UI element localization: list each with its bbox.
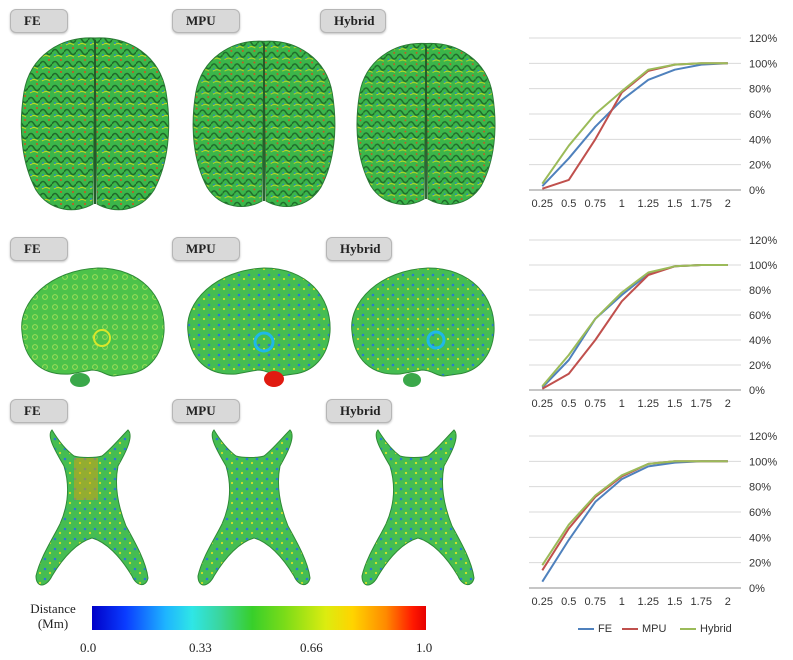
chart-brain-svg: 0% 20% 40% 60% 80% 100% 120% 0.25 0.5 0.75 1 1.25 1.…: [529, 33, 777, 210]
chart-ventricle-svg: 0% 20% 40% 60% 80% 100% 120% 0.25 0.5 0.75 1 1.25 1.…: [529, 431, 777, 608]
colorbar-tick-2: 0.66: [300, 640, 323, 655]
chart-brain-xtick-label: 2: [725, 198, 731, 210]
colorbar-tick-3: 1.0: [416, 640, 433, 655]
chart-brain-xtick-label: 1.5: [667, 198, 682, 210]
chart-skull-xtick-label: 1: [619, 398, 625, 410]
chart-skull-xtick-label: 1.75: [691, 398, 712, 410]
row2-label-hybrid: Hybrid: [326, 237, 392, 261]
colorbar-title-line1: Distance: [30, 601, 76, 616]
chart-brain: 0% 20% 40% 60% 80% 100% 120% 0.25 0.5 0.75 1 1.25 1.…: [505, 26, 790, 216]
chart-ventricle-ytick-label: 20%: [749, 558, 771, 570]
chart-ventricle-xtick-label: 1: [619, 596, 625, 608]
chart-brain-ytick-label: 20%: [749, 160, 771, 172]
chart-ventricle-xtick-label: 1.75: [691, 596, 712, 608]
chart-ventricle-series-hybrid: [541, 460, 728, 566]
chart-ventricle-ytick-label: 80%: [749, 482, 771, 494]
chart-brain-ytick-label: 120%: [749, 33, 777, 45]
skull-render-fe: [21, 267, 165, 387]
chart-skull-xtick-label: 0.75: [585, 398, 606, 410]
chart-ventricle-ytick-label: 100%: [749, 456, 777, 468]
chart-skull-ytick-label: 40%: [749, 335, 771, 347]
colorbar-tick-0: 0.0: [80, 640, 97, 655]
chart-legend: FE MPU Hybrid: [578, 620, 748, 638]
chart-ventricle-xtick-label: 2: [725, 596, 731, 608]
legend-swatch-fe: [578, 628, 594, 630]
legend-swatch-hybrid: [680, 628, 696, 630]
chart-skull-xtick-label: 0.5: [561, 398, 576, 410]
chart-ventricle-xtick-label: 0.75: [585, 596, 606, 608]
colorbar-title: Distance (Mm): [28, 601, 78, 631]
skull-render-mpu: [187, 267, 331, 387]
legend-item-hybrid: Hybrid: [680, 620, 744, 638]
legend-label-hybrid: Hybrid: [700, 623, 732, 635]
chart-brain-series-mpu: [541, 62, 728, 190]
row3-label-fe: FE: [10, 399, 68, 423]
brain-render-hybrid: [356, 43, 496, 205]
row2-label-fe: FE: [10, 237, 68, 261]
ventricle-render-hybrid: [361, 429, 475, 586]
chart-skull-ytick-label: 60%: [749, 310, 771, 322]
row3-label-mpu: MPU: [172, 399, 240, 423]
chart-brain-ytick-label: 80%: [749, 84, 771, 96]
legend-swatch-mpu: [622, 628, 638, 630]
chart-brain-xtick-label: 0.5: [561, 198, 576, 210]
row1-label-fe: FE: [10, 9, 68, 33]
chart-skull-xtick-label: 0.25: [532, 398, 553, 410]
legend-item-fe: FE: [578, 620, 618, 638]
distance-colorbar: [92, 606, 426, 630]
chart-ventricle-ytick-label: 120%: [749, 431, 777, 443]
chart-skull-ytick-label: 20%: [749, 360, 771, 372]
chart-ventricle-ytick-label: 0%: [749, 583, 765, 595]
chart-ventricle-xtick-label: 1.25: [638, 596, 659, 608]
legend-label-fe: FE: [598, 623, 613, 635]
chart-brain-series-fe: [541, 62, 728, 187]
legend-label-mpu: MPU: [642, 623, 667, 635]
chart-brain-ytick-label: 60%: [749, 109, 771, 121]
chart-ventricle-xtick-label: 0.25: [532, 596, 553, 608]
chart-ventricle-series-mpu: [541, 460, 728, 571]
brain-render-mpu: [192, 40, 336, 207]
brain-render-fe: [20, 37, 170, 211]
chart-skull-ytick-label: 80%: [749, 285, 771, 297]
ventricle-render-fe: [35, 429, 149, 586]
chart-skull-xtick-label: 2: [725, 398, 731, 410]
skull-render-hybrid: [351, 267, 495, 387]
chart-brain-xtick-label: 0.25: [532, 198, 553, 210]
chart-ventricle-xtick-label: 1.5: [667, 596, 682, 608]
ventricle-render-mpu: [197, 429, 311, 586]
chart-brain-series-hybrid: [541, 62, 728, 185]
chart-brain-xtick-label: 1.75: [691, 198, 712, 210]
row1-label-hybrid: Hybrid: [320, 9, 386, 33]
chart-skull-ytick-label: 120%: [749, 235, 777, 247]
chart-ventricle-xtick-label: 0.5: [561, 596, 576, 608]
row1-label-mpu: MPU: [172, 9, 240, 33]
chart-brain-xtick-label: 0.75: [585, 198, 606, 210]
chart-brain-ytick-label: 0%: [749, 185, 765, 197]
chart-skull-series-hybrid: [541, 264, 728, 387]
chart-brain-xtick-label: 1: [619, 198, 625, 210]
chart-ventricle-ytick-label: 60%: [749, 507, 771, 519]
chart-skull-xtick-label: 1.5: [667, 398, 682, 410]
chart-skull-ytick-label: 0%: [749, 385, 765, 397]
chart-ventricle: 0% 20% 40% 60% 80% 100% 120% 0.25 0.5 0.75 1 1.25 1.…: [505, 424, 790, 614]
chart-ventricle-series-fe: [541, 460, 728, 583]
colorbar-title-line2: (Mm): [37, 616, 69, 631]
legend-item-mpu: MPU: [622, 620, 674, 638]
chart-brain-ytick-label: 100%: [749, 58, 777, 70]
chart-brain-xtick-label: 1.25: [638, 198, 659, 210]
chart-skull: 0% 20% 40% 60% 80% 100% 120% 0.25 0.5 0.75 1 1.25 1.…: [505, 228, 790, 416]
chart-ventricle-ytick-label: 40%: [749, 532, 771, 544]
chart-skull-svg: 0% 20% 40% 60% 80% 100% 120% 0.25 0.5 0.75 1 1.25 1.…: [529, 235, 777, 410]
chart-brain-ytick-label: 40%: [749, 134, 771, 146]
chart-skull-xtick-label: 1.25: [638, 398, 659, 410]
row3-label-hybrid: Hybrid: [326, 399, 392, 423]
colorbar-tick-1: 0.33: [189, 640, 212, 655]
chart-skull-ytick-label: 100%: [749, 260, 777, 272]
row2-label-mpu: MPU: [172, 237, 240, 261]
